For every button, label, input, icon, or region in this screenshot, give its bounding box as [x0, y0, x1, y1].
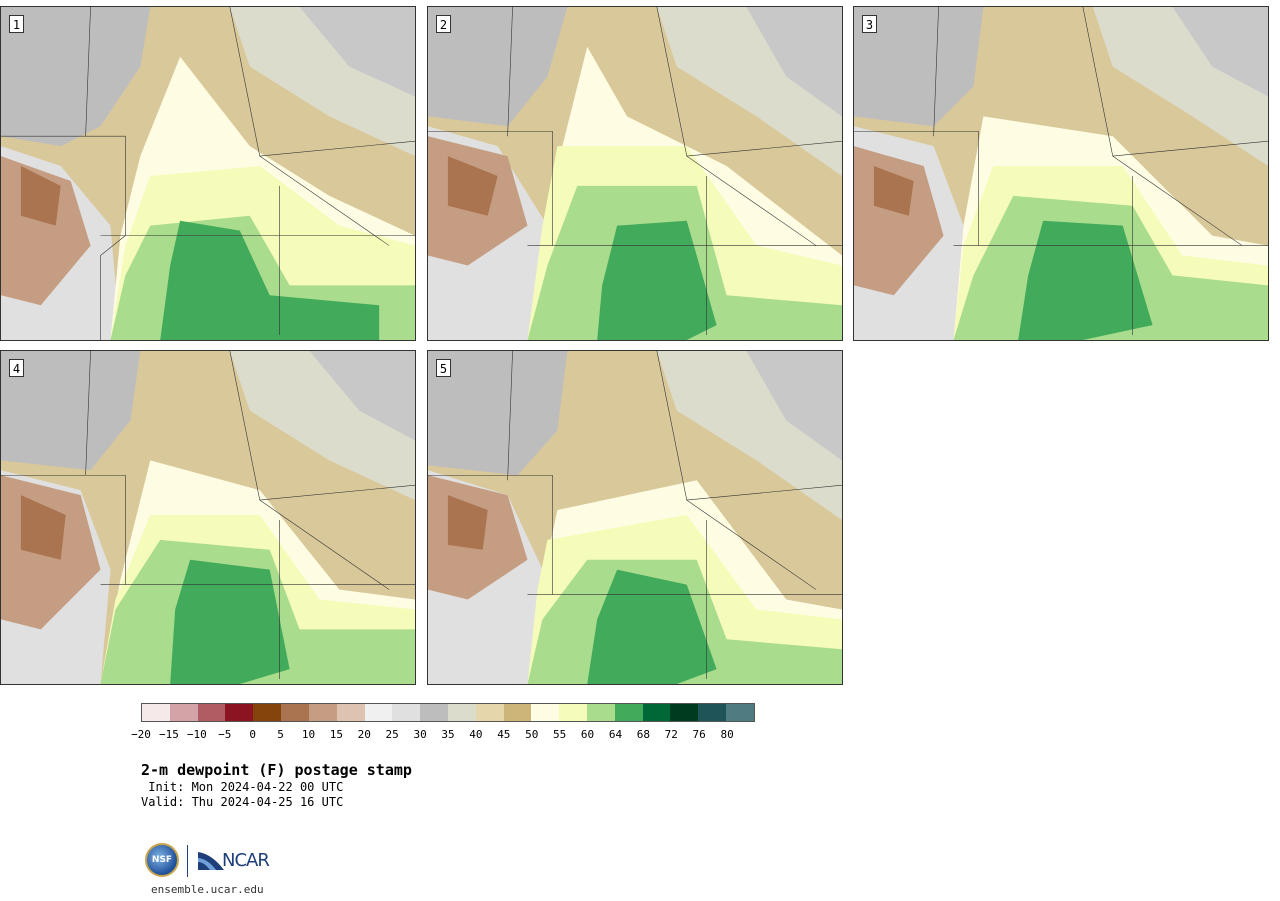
member-panel-1: 1 [0, 6, 416, 341]
colorbar-tick-label: 15 [329, 728, 343, 741]
colorbar-swatch [475, 704, 504, 721]
colorbar-swatch [253, 704, 282, 721]
colorbar-tick-label: 60 [580, 728, 595, 741]
panel-label: 2 [436, 15, 451, 33]
member-panel-5: 5 [427, 350, 843, 685]
colorbar-tick-label: 25 [385, 728, 399, 741]
colorbar-swatch [392, 704, 421, 721]
colorbar-swatch [726, 704, 754, 721]
colorbar-swatch [447, 704, 476, 721]
colorbar-tick-label: −15 [158, 728, 179, 741]
colorbar-swatch [698, 704, 727, 721]
panel-label: 1 [9, 15, 24, 33]
colorbar-tick-label: 40 [469, 728, 483, 741]
colorbar-swatch [531, 704, 560, 721]
panel-label: 4 [9, 359, 24, 377]
dewpoint-map-5 [428, 351, 842, 684]
member-panel-3: 3 [853, 6, 1269, 341]
ncar-mark-icon [198, 852, 224, 870]
ncar-logo: NCAR [198, 848, 270, 872]
colorbar-tick-label: 10 [301, 728, 316, 741]
colorbar-swatch [142, 704, 170, 721]
colorbar-tick-label: −5 [218, 728, 232, 741]
colorbar-tick-label: 50 [525, 728, 539, 741]
panel-label: 5 [436, 359, 451, 377]
colorbar-tick-label: 76 [692, 728, 706, 741]
colorbar-tick-label: 80 [720, 728, 734, 741]
colorbar-swatch [559, 704, 587, 721]
colorbar-swatch [503, 704, 532, 721]
valid-time: Valid: Thu 2024-04-25 16 UTC [141, 795, 344, 809]
colorbar-swatch [420, 704, 448, 721]
nsf-logo: NSF [145, 843, 179, 877]
init-time: Init: Mon 2024-04-22 00 UTC [141, 780, 344, 794]
colorbar-tick-label: 68 [636, 728, 650, 741]
dewpoint-map-2 [428, 7, 842, 340]
colorbar-tick-label: −10 [186, 728, 207, 741]
colorbar-tick-label: 45 [497, 728, 511, 741]
colorbar-tick-label: 55 [553, 728, 567, 741]
logo-divider [187, 845, 188, 877]
colorbar-swatch [642, 704, 671, 721]
figure-title: 2-m dewpoint (F) postage stamp [141, 761, 412, 779]
colorbar-swatch [281, 704, 309, 721]
dewpoint-map-1 [1, 7, 415, 340]
colorbar-swatch [364, 704, 393, 721]
colorbar-swatch [587, 704, 615, 721]
colorbar-tick-label: 30 [413, 728, 427, 741]
colorbar-tick-label: 35 [441, 728, 455, 741]
colorbar-swatch [670, 704, 699, 721]
colorbar-swatch [336, 704, 365, 721]
colorbar-tick-label: 5 [277, 728, 284, 741]
colorbar-swatch [614, 704, 643, 721]
colorbar-swatch [308, 704, 337, 721]
colorbar [141, 703, 755, 722]
member-panel-2: 2 [427, 6, 843, 341]
colorbar-swatch [169, 704, 198, 721]
dewpoint-map-4 [1, 351, 415, 684]
colorbar-tick-label: 64 [608, 728, 623, 741]
colorbar-swatch [225, 704, 254, 721]
colorbar-tick-label: 72 [664, 728, 678, 741]
colorbar-tick-label: −20 [131, 728, 151, 741]
member-panel-4: 4 [0, 350, 416, 685]
colorbar-swatch [197, 704, 226, 721]
panel-label: 3 [862, 15, 877, 33]
colorbar-ticks: −20 −15 −10 −5 0 5 10 15 20 25 30 35 40 45 50 55 60 64 68 7… [131, 728, 755, 742]
colorbar-tick-label: 20 [357, 728, 371, 741]
colorbar-tick-label: 0 [249, 728, 256, 741]
site-url: ensemble.ucar.edu [151, 883, 264, 896]
dewpoint-map-3 [854, 7, 1268, 340]
